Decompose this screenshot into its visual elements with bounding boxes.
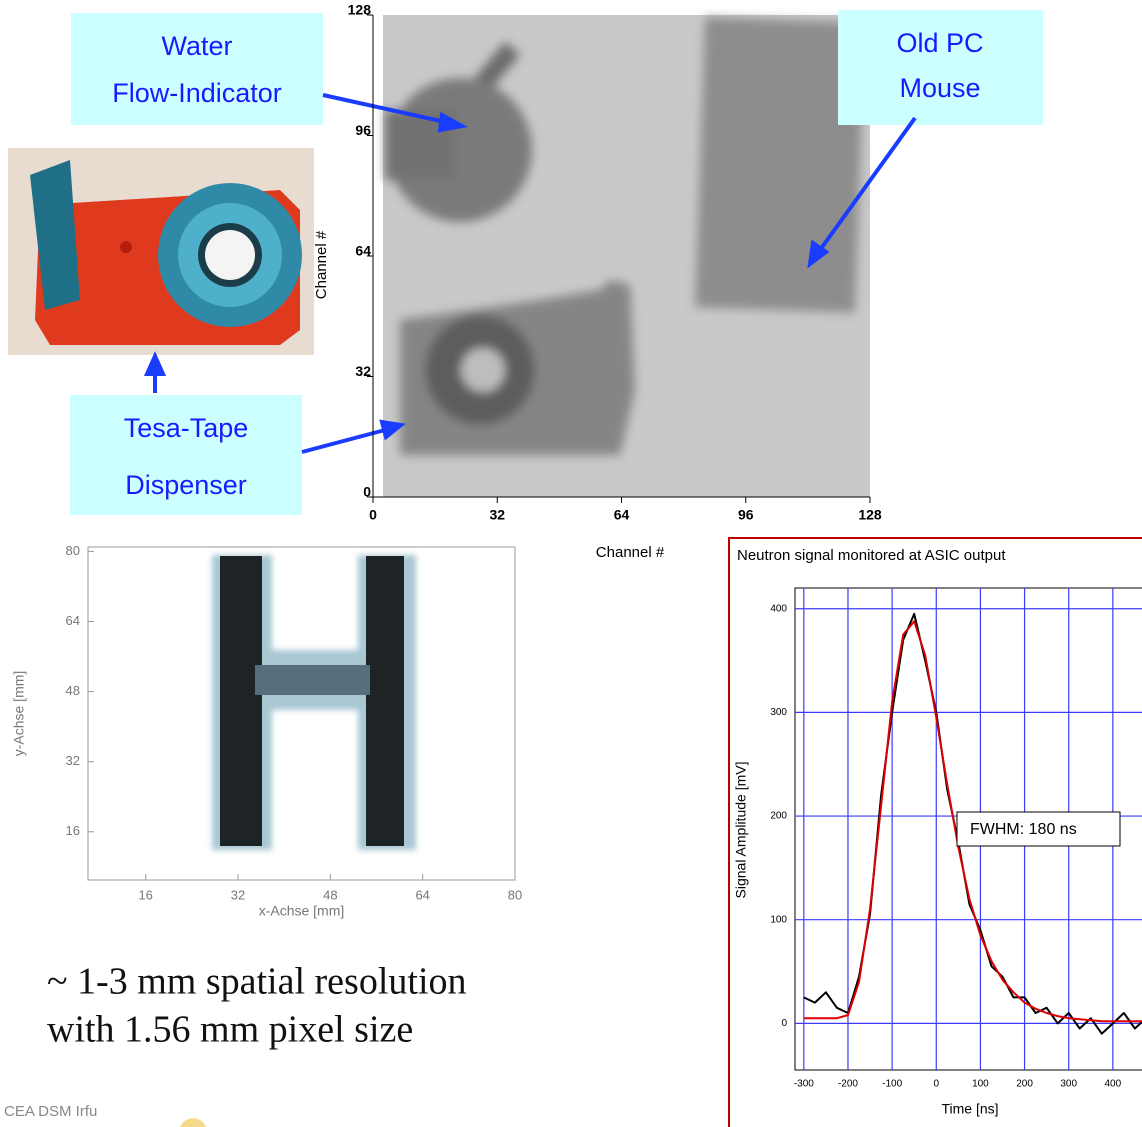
- x-tick-label: 400: [1105, 1079, 1122, 1090]
- x-axis-title: x-Achse [mm]: [259, 903, 345, 919]
- x-tick-label: 48: [323, 887, 337, 902]
- y-tick-label: 0: [781, 1018, 787, 1029]
- callout-box: [71, 13, 323, 125]
- y-tick-label: 96: [355, 122, 371, 138]
- y-tick-label: 16: [66, 823, 80, 838]
- x-tick-label: 300: [1060, 1079, 1077, 1090]
- dispenser-photo: [8, 148, 314, 355]
- x-tick-label: 100: [972, 1079, 989, 1090]
- y-axis-title: Channel #: [313, 230, 330, 299]
- x-tick-label: 128: [858, 507, 882, 523]
- y-axis-title: Signal Amplitude [mV]: [733, 762, 749, 899]
- x-tick-label: 32: [231, 887, 245, 902]
- x-axis-title: Time [ns]: [941, 1101, 998, 1117]
- radiograph: [383, 15, 870, 497]
- callout-text: Flow-Indicator: [112, 78, 282, 108]
- callout-text: Dispenser: [125, 470, 247, 500]
- caption: ~ 1-3 mm spatial resolution: [47, 961, 467, 1003]
- y-tick-label: 32: [66, 753, 80, 768]
- y-axis-title: y-Achse [mm]: [11, 671, 27, 757]
- x-tick-label: 16: [138, 887, 152, 902]
- x-tick-label: -100: [882, 1079, 902, 1090]
- y-tick-label: 80: [66, 543, 80, 558]
- y-tick-label: 200: [770, 811, 787, 822]
- logo: [180, 1118, 206, 1127]
- y-tick-label: 64: [66, 613, 80, 628]
- x-tick-label: -200: [838, 1079, 858, 1090]
- x-tick-label: 64: [614, 507, 630, 523]
- callout: Old PC Mouse: [838, 10, 1043, 125]
- y-tick-label: 300: [770, 707, 787, 718]
- slide: Channel # Channel # Water Flow-Indicator…: [0, 0, 1142, 1127]
- y-tick-label: 64: [355, 243, 371, 259]
- y-tick-label: 100: [770, 914, 787, 925]
- annotation: FWHM: 180 ns: [970, 821, 1077, 838]
- y-tick-label: 48: [66, 683, 80, 698]
- callout-text: Old PC: [896, 28, 983, 58]
- chart-title: Neutron signal monitored at ASIC output: [737, 547, 1006, 564]
- x-tick-label: -300: [794, 1079, 814, 1090]
- y-tick-label: 0: [363, 484, 371, 500]
- h-image: [88, 547, 515, 880]
- y-tick-label: 32: [355, 363, 371, 379]
- x-tick-label: 80: [508, 887, 522, 902]
- x-axis-title: Channel #: [596, 544, 665, 561]
- x-tick-label: 0: [933, 1079, 939, 1090]
- x-tick-label: 64: [415, 887, 429, 902]
- callout-text: Mouse: [899, 73, 980, 103]
- callout: Water Flow-Indicator: [71, 13, 323, 125]
- x-tick-label: 96: [738, 507, 754, 523]
- x-tick-label: 32: [489, 507, 505, 523]
- callout-text: Tesa-Tape: [124, 413, 249, 443]
- y-tick-label: 400: [770, 603, 787, 614]
- callout-text: Water: [161, 31, 232, 61]
- x-tick-label: 0: [369, 507, 377, 523]
- footer: CEA DSM Irfu: [4, 1103, 97, 1120]
- x-tick-label: 200: [1016, 1079, 1033, 1090]
- y-tick-label: 128: [348, 2, 372, 18]
- callout: Tesa-Tape Dispenser: [70, 395, 302, 515]
- caption: with 1.56 mm pixel size: [47, 1009, 413, 1051]
